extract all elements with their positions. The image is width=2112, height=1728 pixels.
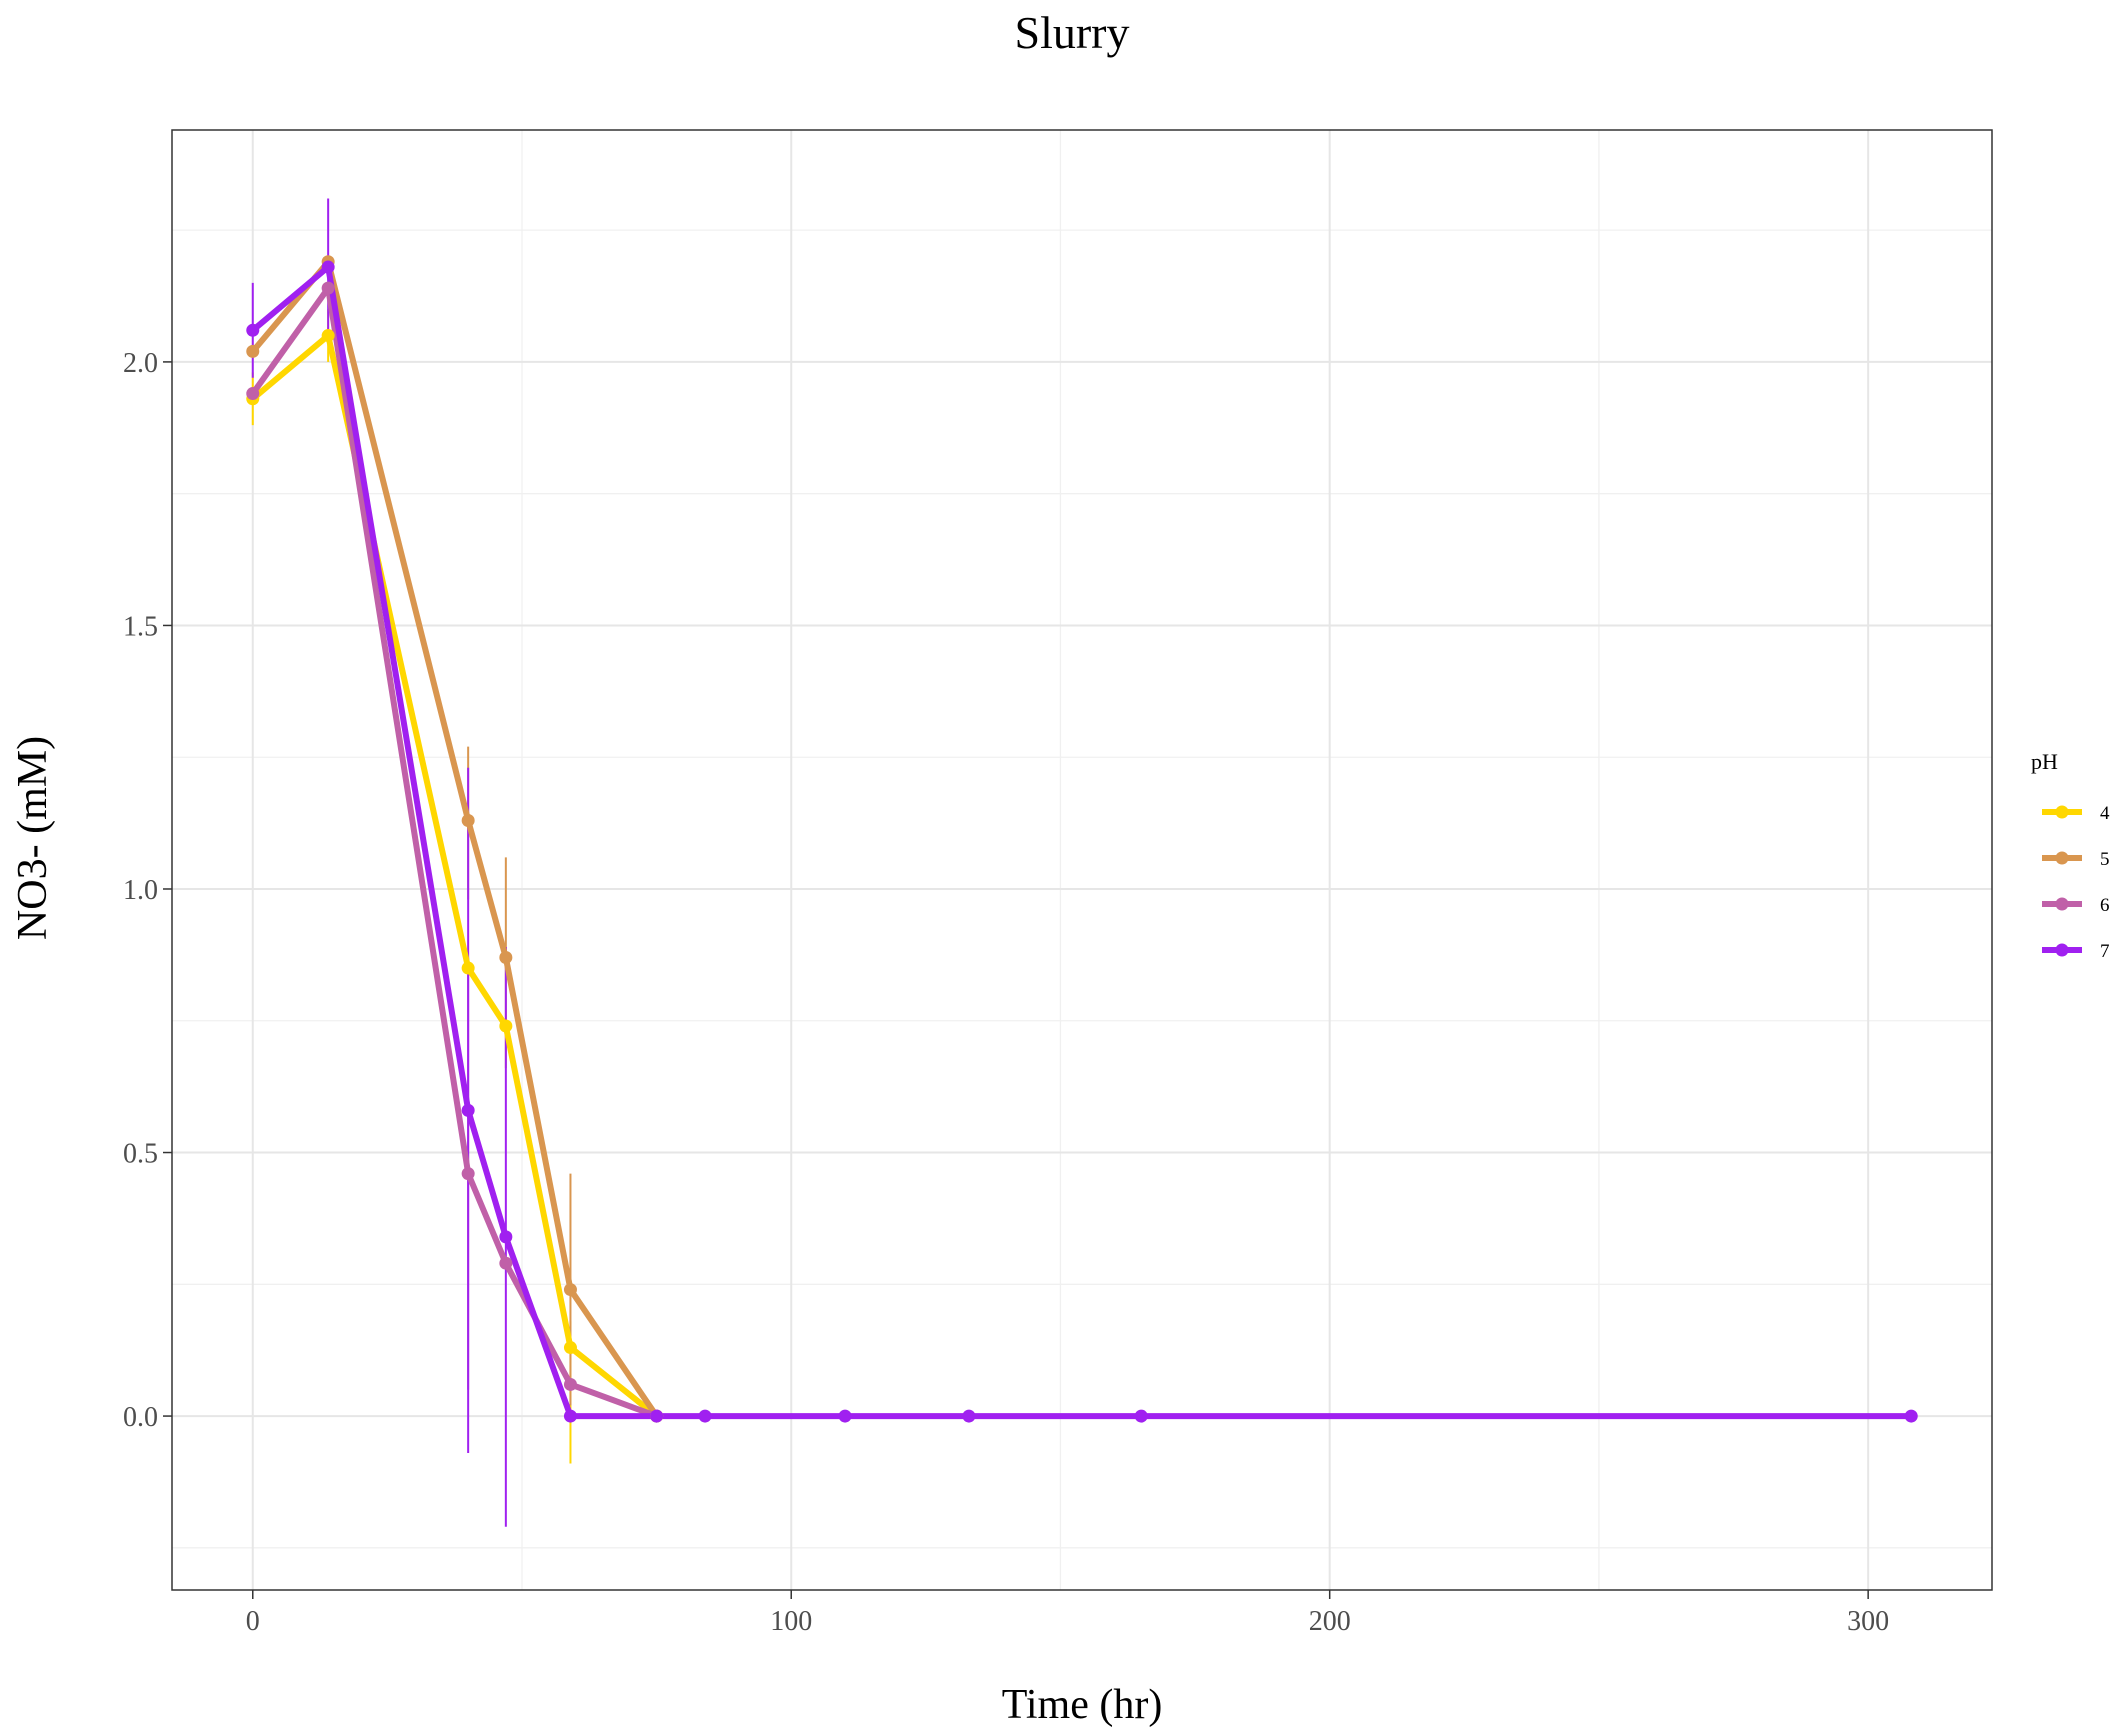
x-tick-label: 0 bbox=[246, 1606, 260, 1637]
data-point-series-6 bbox=[499, 1256, 513, 1270]
data-point-series-6 bbox=[461, 1167, 475, 1181]
legend-key-point-5 bbox=[2055, 851, 2069, 865]
data-point-series-4 bbox=[461, 961, 475, 975]
data-point-series-7 bbox=[838, 1409, 852, 1423]
legend: pH 4 5 6 7 bbox=[2031, 749, 2110, 962]
data-point-series-5 bbox=[461, 813, 475, 827]
panel-background bbox=[172, 130, 1992, 1590]
data-point-series-7 bbox=[461, 1103, 475, 1117]
legend-key-point-6 bbox=[2055, 897, 2069, 911]
data-point-series-7 bbox=[321, 260, 335, 274]
data-point-series-4 bbox=[563, 1341, 577, 1355]
legend-key-point-7 bbox=[2055, 943, 2069, 957]
data-point-series-7 bbox=[246, 323, 260, 337]
y-axis-title: NO3- (mM) bbox=[10, 736, 56, 940]
legend-label-4: 4 bbox=[2100, 803, 2110, 824]
y-tick-label: 0.5 bbox=[123, 1139, 158, 1170]
data-point-series-7 bbox=[499, 1230, 513, 1244]
data-point-series-5 bbox=[563, 1283, 577, 1297]
data-point-series-6 bbox=[563, 1377, 577, 1391]
legend-label-6: 6 bbox=[2100, 895, 2110, 916]
y-tick-label: 1.0 bbox=[123, 875, 158, 906]
legend-title: pH bbox=[2031, 749, 2058, 774]
legend-key-point-4 bbox=[2055, 805, 2069, 819]
data-point-series-4 bbox=[321, 329, 335, 343]
x-tick-label: 300 bbox=[1847, 1606, 1889, 1637]
legend-label-7: 7 bbox=[2100, 941, 2110, 962]
series-line-4 bbox=[249, 332, 660, 1420]
data-point-series-7 bbox=[962, 1409, 976, 1423]
data-point-series-4 bbox=[499, 1019, 513, 1033]
legend-label-5: 5 bbox=[2100, 849, 2110, 870]
data-point-series-6 bbox=[246, 387, 260, 401]
series-line-6 bbox=[249, 285, 660, 1420]
y-tick-label: 0.0 bbox=[123, 1402, 158, 1433]
data-point-series-7 bbox=[1904, 1409, 1918, 1423]
data-point-series-7 bbox=[650, 1409, 664, 1423]
data-point-series-5 bbox=[246, 344, 260, 358]
data-point-series-5 bbox=[499, 951, 513, 965]
chart-title: Slurry bbox=[1015, 7, 1130, 58]
panel-border bbox=[171, 129, 1993, 1591]
x-tick-label: 200 bbox=[1309, 1606, 1351, 1637]
y-tick-label: 1.5 bbox=[123, 611, 158, 642]
data-point-series-6 bbox=[321, 281, 335, 295]
plot-area: 0 100 200 300 0.0 0.5 1.0 1.5 2.0 bbox=[123, 129, 1993, 1637]
data-point-series-7 bbox=[1134, 1409, 1148, 1423]
x-axis-title: Time (hr) bbox=[1002, 1682, 1163, 1728]
x-tick-label: 100 bbox=[770, 1606, 812, 1637]
data-point-series-7 bbox=[563, 1409, 577, 1423]
data-point-series-7 bbox=[698, 1409, 712, 1423]
y-tick-label: 2.0 bbox=[123, 348, 158, 379]
